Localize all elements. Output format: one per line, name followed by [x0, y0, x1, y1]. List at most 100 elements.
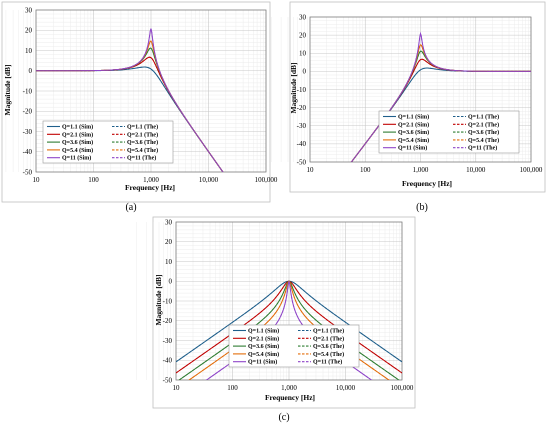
y-tick-label: -20 — [297, 104, 307, 112]
legend-label: Q=2.1 (The) — [127, 131, 158, 138]
legend: Q=1.1 (Sim)Q=2.1 (Sim)Q=3.6 (Sim)Q=5.4 (… — [228, 324, 360, 368]
legend-label: Q=11 (Sim) — [248, 359, 277, 366]
legend-label: Q=2.1 (The) — [468, 121, 499, 128]
legend-box — [42, 120, 174, 164]
legend-box — [228, 324, 360, 368]
legend-label: Q=2.1 (Sim) — [248, 335, 279, 342]
x-axis-label: Frequency [Hz] — [265, 393, 315, 402]
legend-label: Q=2.1 (The) — [313, 335, 344, 342]
series-group — [36, 28, 224, 172]
y-axis-label: Magnitude [dB] — [289, 62, 298, 113]
x-axis-label: Frequency [Hz] — [402, 179, 452, 188]
y-tick-label: -20 — [163, 317, 173, 325]
y-tick-label: -10 — [23, 87, 33, 95]
x-tick-label: 100 — [360, 166, 371, 174]
legend-label: Q=3.6 (Sim) — [248, 343, 279, 350]
y-tick-label: -50 — [23, 168, 33, 176]
chart-frame — [1, 1, 271, 203]
y-tick-label: 30 — [25, 6, 33, 14]
x-tick-label: 10,000 — [199, 176, 219, 184]
y-tick-label: -40 — [23, 148, 33, 156]
legend-label: Q=1.1 (The) — [127, 124, 158, 131]
legend-label: Q=1.1 (Sim) — [62, 124, 93, 131]
legend-label: Q=5.4 (The) — [313, 351, 344, 358]
legend-label: Q=1.1 (The) — [468, 114, 499, 121]
y-tick-label: -10 — [297, 86, 307, 94]
y-tick-label: -50 — [163, 376, 173, 384]
plot-border — [309, 16, 532, 163]
legend-label: Q=11 (Sim) — [62, 155, 91, 162]
y-tick-label: 0 — [29, 67, 33, 75]
legend-label: Q=11 (The) — [313, 359, 342, 366]
legend-label: Q=3.6 (The) — [127, 139, 158, 146]
legend-label: Q=3.6 (Sim) — [398, 129, 429, 136]
legend-label: Q=5.4 (The) — [127, 147, 158, 154]
y-tick-label: 0 — [169, 278, 173, 286]
legend-label: Q=11 (The) — [468, 145, 497, 152]
y-tick-label: 30 — [299, 13, 307, 21]
legend-label: Q=5.4 (Sim) — [398, 137, 429, 144]
x-tick-label: 1,000 — [413, 166, 429, 174]
legend-label: Q=2.1 (Sim) — [62, 131, 93, 138]
x-tick-label: 10,000 — [466, 166, 486, 174]
legend-label: Q=3.6 (Sim) — [62, 139, 93, 146]
y-tick-label: -40 — [163, 357, 173, 365]
y-tick-label: -20 — [23, 108, 33, 116]
legend-label: Q=11 (Sim) — [398, 145, 427, 152]
x-axis-label: Frequency [Hz] — [125, 183, 175, 192]
x-tick-label: 10 — [33, 176, 41, 184]
panel-caption: (a) — [125, 202, 136, 213]
legend-label: Q=1.1 (Sim) — [248, 328, 279, 335]
y-tick-label: 30 — [165, 218, 173, 226]
y-axis-label: Magnitude [dB] — [3, 64, 12, 115]
plot-border — [35, 9, 267, 173]
y-tick-label: -50 — [297, 158, 307, 166]
x-tick-label: 10,000 — [336, 384, 356, 392]
legend-label: Q=1.1 (Sim) — [398, 114, 429, 121]
x-tick-label: 100,000 — [520, 166, 543, 174]
legend-label: Q=5.4 (The) — [468, 137, 499, 144]
x-tick-label: 100,000 — [255, 176, 278, 184]
y-tick-label: 10 — [299, 50, 307, 58]
plot-border — [175, 221, 403, 381]
panel-caption: (c) — [278, 412, 289, 423]
series-group — [176, 280, 402, 380]
legend-label: Q=3.6 (The) — [313, 343, 344, 350]
y-axis-label: Magnitude [dB] — [154, 274, 163, 325]
legend: Q=1.1 (Sim)Q=2.1 (Sim)Q=3.6 (Sim)Q=5.4 (… — [42, 120, 174, 164]
legend-label: Q=5.4 (Sim) — [62, 147, 93, 154]
x-tick-label: 10 — [173, 384, 181, 392]
y-tick-label: 0 — [303, 68, 307, 76]
legend-box — [378, 110, 520, 154]
y-tick-label: -40 — [297, 140, 307, 148]
x-tick-label: 100 — [88, 176, 99, 184]
x-tick-label: 10 — [307, 166, 315, 174]
y-tick-label: -30 — [163, 337, 173, 345]
series-group — [350, 31, 531, 162]
y-tick-label: 20 — [299, 31, 307, 39]
legend-label: Q=11 (The) — [127, 155, 156, 162]
x-tick-label: 100 — [227, 384, 238, 392]
y-tick-label: 10 — [25, 47, 33, 55]
y-tick-label: 20 — [25, 27, 33, 35]
legend-label: Q=3.6 (The) — [468, 129, 499, 136]
y-tick-label: -30 — [297, 122, 307, 130]
legend-label: Q=5.4 (Sim) — [248, 351, 279, 358]
series-line-5 — [36, 28, 224, 172]
x-tick-label: 100,000 — [391, 384, 414, 392]
series-line-5 — [205, 281, 373, 380]
y-tick-label: 10 — [165, 258, 173, 266]
panel-caption: (b) — [416, 202, 428, 213]
y-tick-label: 20 — [165, 238, 173, 246]
series-line-5 — [350, 31, 531, 162]
legend-label: Q=2.1 (Sim) — [398, 121, 429, 128]
y-tick-label: -10 — [163, 297, 173, 305]
y-tick-label: -30 — [23, 128, 33, 136]
x-tick-label: 1,000 — [281, 384, 297, 392]
legend-label: Q=1.1 (The) — [313, 328, 344, 335]
legend: Q=1.1 (Sim)Q=2.1 (Sim)Q=3.6 (Sim)Q=5.4 (… — [378, 110, 520, 154]
